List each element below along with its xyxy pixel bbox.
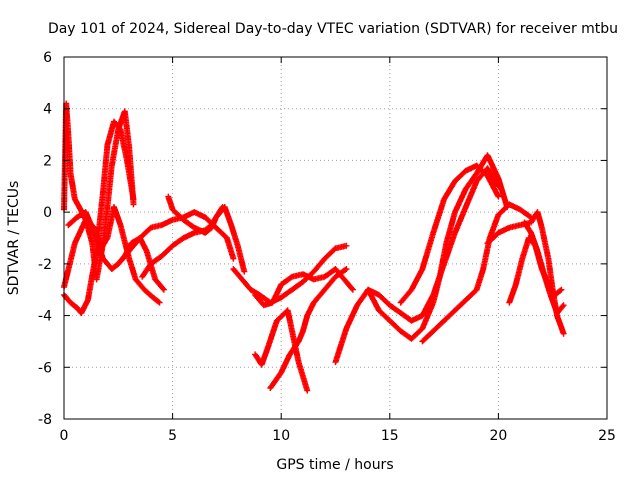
axis-ticks: 0 5 10 15 20 25 -8 -6 -4 -2 0 2 4 6 xyxy=(38,50,616,444)
y-tick-label: 2 xyxy=(43,153,52,169)
y-tick-label: -2 xyxy=(38,257,52,273)
series-sat-k xyxy=(252,307,311,394)
y-tick-label: -6 xyxy=(38,360,52,376)
y-tick-label: -4 xyxy=(38,309,52,325)
y-tick-label: 4 xyxy=(43,102,52,118)
chart-title: Day 101 of 2024, Sidereal Day-to-day VTE… xyxy=(48,21,618,37)
x-tick-label: 5 xyxy=(168,428,177,444)
series-sat-g xyxy=(165,193,248,275)
x-tick-label: 20 xyxy=(489,428,507,444)
series-sat-o xyxy=(419,201,534,345)
grid xyxy=(64,57,607,419)
x-tick-label: 0 xyxy=(60,428,69,444)
data-point-markers xyxy=(252,266,356,309)
y-axis-title: SDTVAR / TECUs xyxy=(6,181,22,296)
data-point-markers xyxy=(115,209,237,267)
x-axis-title: GPS time / hours xyxy=(276,457,393,473)
series-sat-e xyxy=(115,209,237,267)
series-sat-i xyxy=(252,266,356,309)
x-tick-label: 10 xyxy=(272,428,290,444)
data-point-markers xyxy=(165,193,248,275)
data-point-markers xyxy=(521,219,567,316)
y-tick-label: 0 xyxy=(43,205,52,221)
y-tick-label: -8 xyxy=(38,412,52,428)
x-tick-label: 25 xyxy=(598,428,616,444)
y-tick-label: 6 xyxy=(43,50,52,66)
plot-frame xyxy=(63,56,608,420)
series-sat-r xyxy=(521,219,567,316)
data-point-markers xyxy=(397,162,502,306)
series-sat-n xyxy=(397,162,502,306)
x-tick-label: 15 xyxy=(381,428,399,444)
data-point-markers xyxy=(252,307,311,394)
data-point-markers xyxy=(419,201,534,345)
